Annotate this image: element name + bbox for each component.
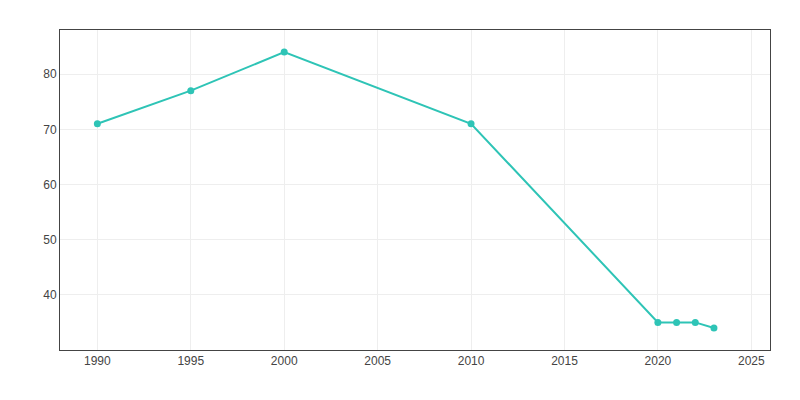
svg-text:60: 60	[43, 178, 57, 192]
svg-text:2015: 2015	[551, 354, 578, 368]
svg-text:1995: 1995	[177, 354, 204, 368]
svg-text:40: 40	[43, 288, 57, 302]
svg-text:1990: 1990	[84, 354, 111, 368]
svg-text:50: 50	[43, 233, 57, 247]
svg-text:2025: 2025	[738, 354, 765, 368]
svg-text:70: 70	[43, 123, 57, 137]
svg-text:2010: 2010	[458, 354, 485, 368]
svg-text:80: 80	[43, 67, 57, 81]
svg-text:2020: 2020	[645, 354, 672, 368]
svg-text:2005: 2005	[364, 354, 391, 368]
svg-text:2000: 2000	[271, 354, 298, 368]
